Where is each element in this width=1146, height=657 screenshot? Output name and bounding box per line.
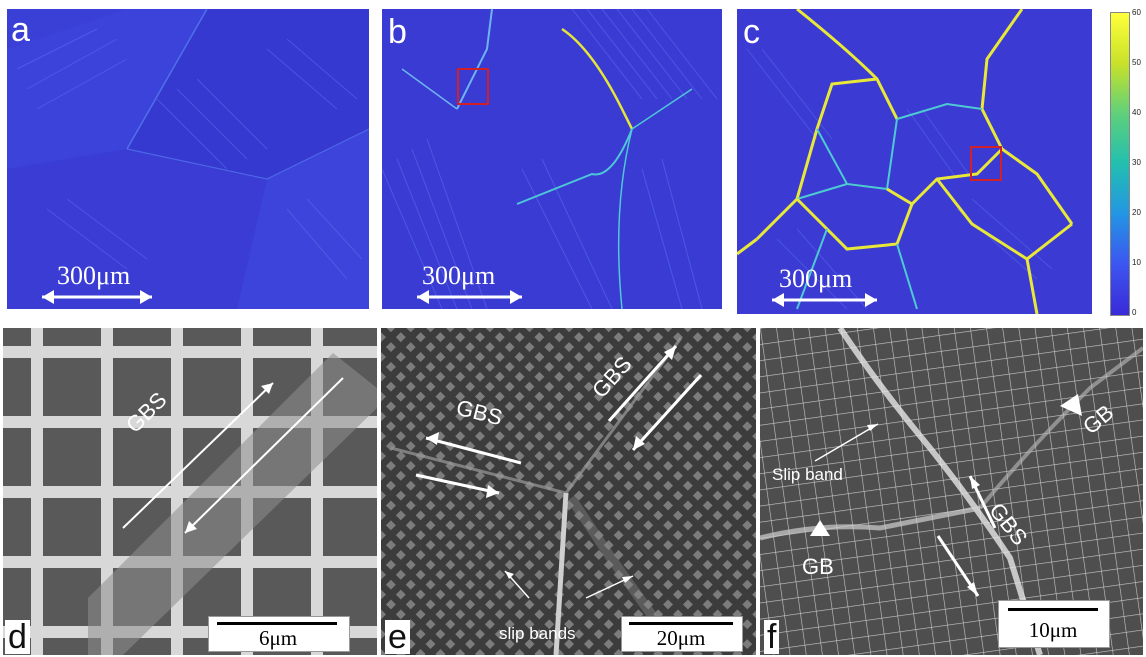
- gb-label-f-bottom: GB: [802, 554, 834, 579]
- panel-a: a 300μm: [7, 9, 369, 309]
- panel-label-f: f: [764, 620, 780, 654]
- panel-label-a: a: [11, 11, 30, 49]
- scale-bar-c: 300μm: [779, 264, 853, 293]
- panel-label-e: e: [385, 620, 410, 654]
- scale-bar-d-line: [217, 622, 337, 625]
- colorbar-tick-60: 60: [1132, 8, 1141, 17]
- scale-bar-a: 300μm: [57, 261, 131, 290]
- panel-label-d: d: [5, 620, 30, 654]
- sem-image-e: [381, 328, 756, 655]
- scale-bar-e-line: [629, 622, 733, 625]
- colorbar-tick-0: 0: [1132, 308, 1137, 317]
- panel-b: b 300μm: [382, 9, 722, 309]
- scale-bar-b: 300μm: [422, 261, 496, 290]
- strain-map-c: [737, 9, 1092, 314]
- colorbar-tick-20: 20: [1132, 208, 1141, 217]
- panel-label-b: b: [388, 13, 407, 51]
- colorbar-gradient: [1111, 13, 1129, 315]
- colorbar: [1110, 12, 1130, 316]
- scale-bar-f: 10μm: [1028, 618, 1078, 642]
- colorbar-tick-40: 40: [1132, 108, 1141, 117]
- strain-map-a: [7, 9, 369, 309]
- strain-map-b: [382, 9, 722, 309]
- panel-c: c 300μm: [737, 9, 1092, 314]
- panel-d: GBS d 6μm: [3, 328, 377, 655]
- panel-label-c: c: [743, 13, 760, 51]
- sem-image-d: [3, 328, 377, 655]
- slip-bands-label-e: slip bands: [499, 624, 576, 643]
- panel-f: GB GB Slip band GBS f 10μm: [760, 328, 1143, 655]
- colorbar-tick-10: 10: [1132, 258, 1141, 267]
- slip-band-label-f: Slip band: [772, 465, 843, 484]
- panel-e: GBS GBS slip bands e 20μm: [381, 328, 756, 655]
- scale-bar-f-line: [1008, 608, 1098, 611]
- scale-bar-e: 20μm: [656, 626, 706, 650]
- colorbar-tick-50: 50: [1132, 58, 1141, 67]
- colorbar-tick-30: 30: [1132, 158, 1141, 167]
- scale-bar-d: 6μm: [258, 626, 298, 650]
